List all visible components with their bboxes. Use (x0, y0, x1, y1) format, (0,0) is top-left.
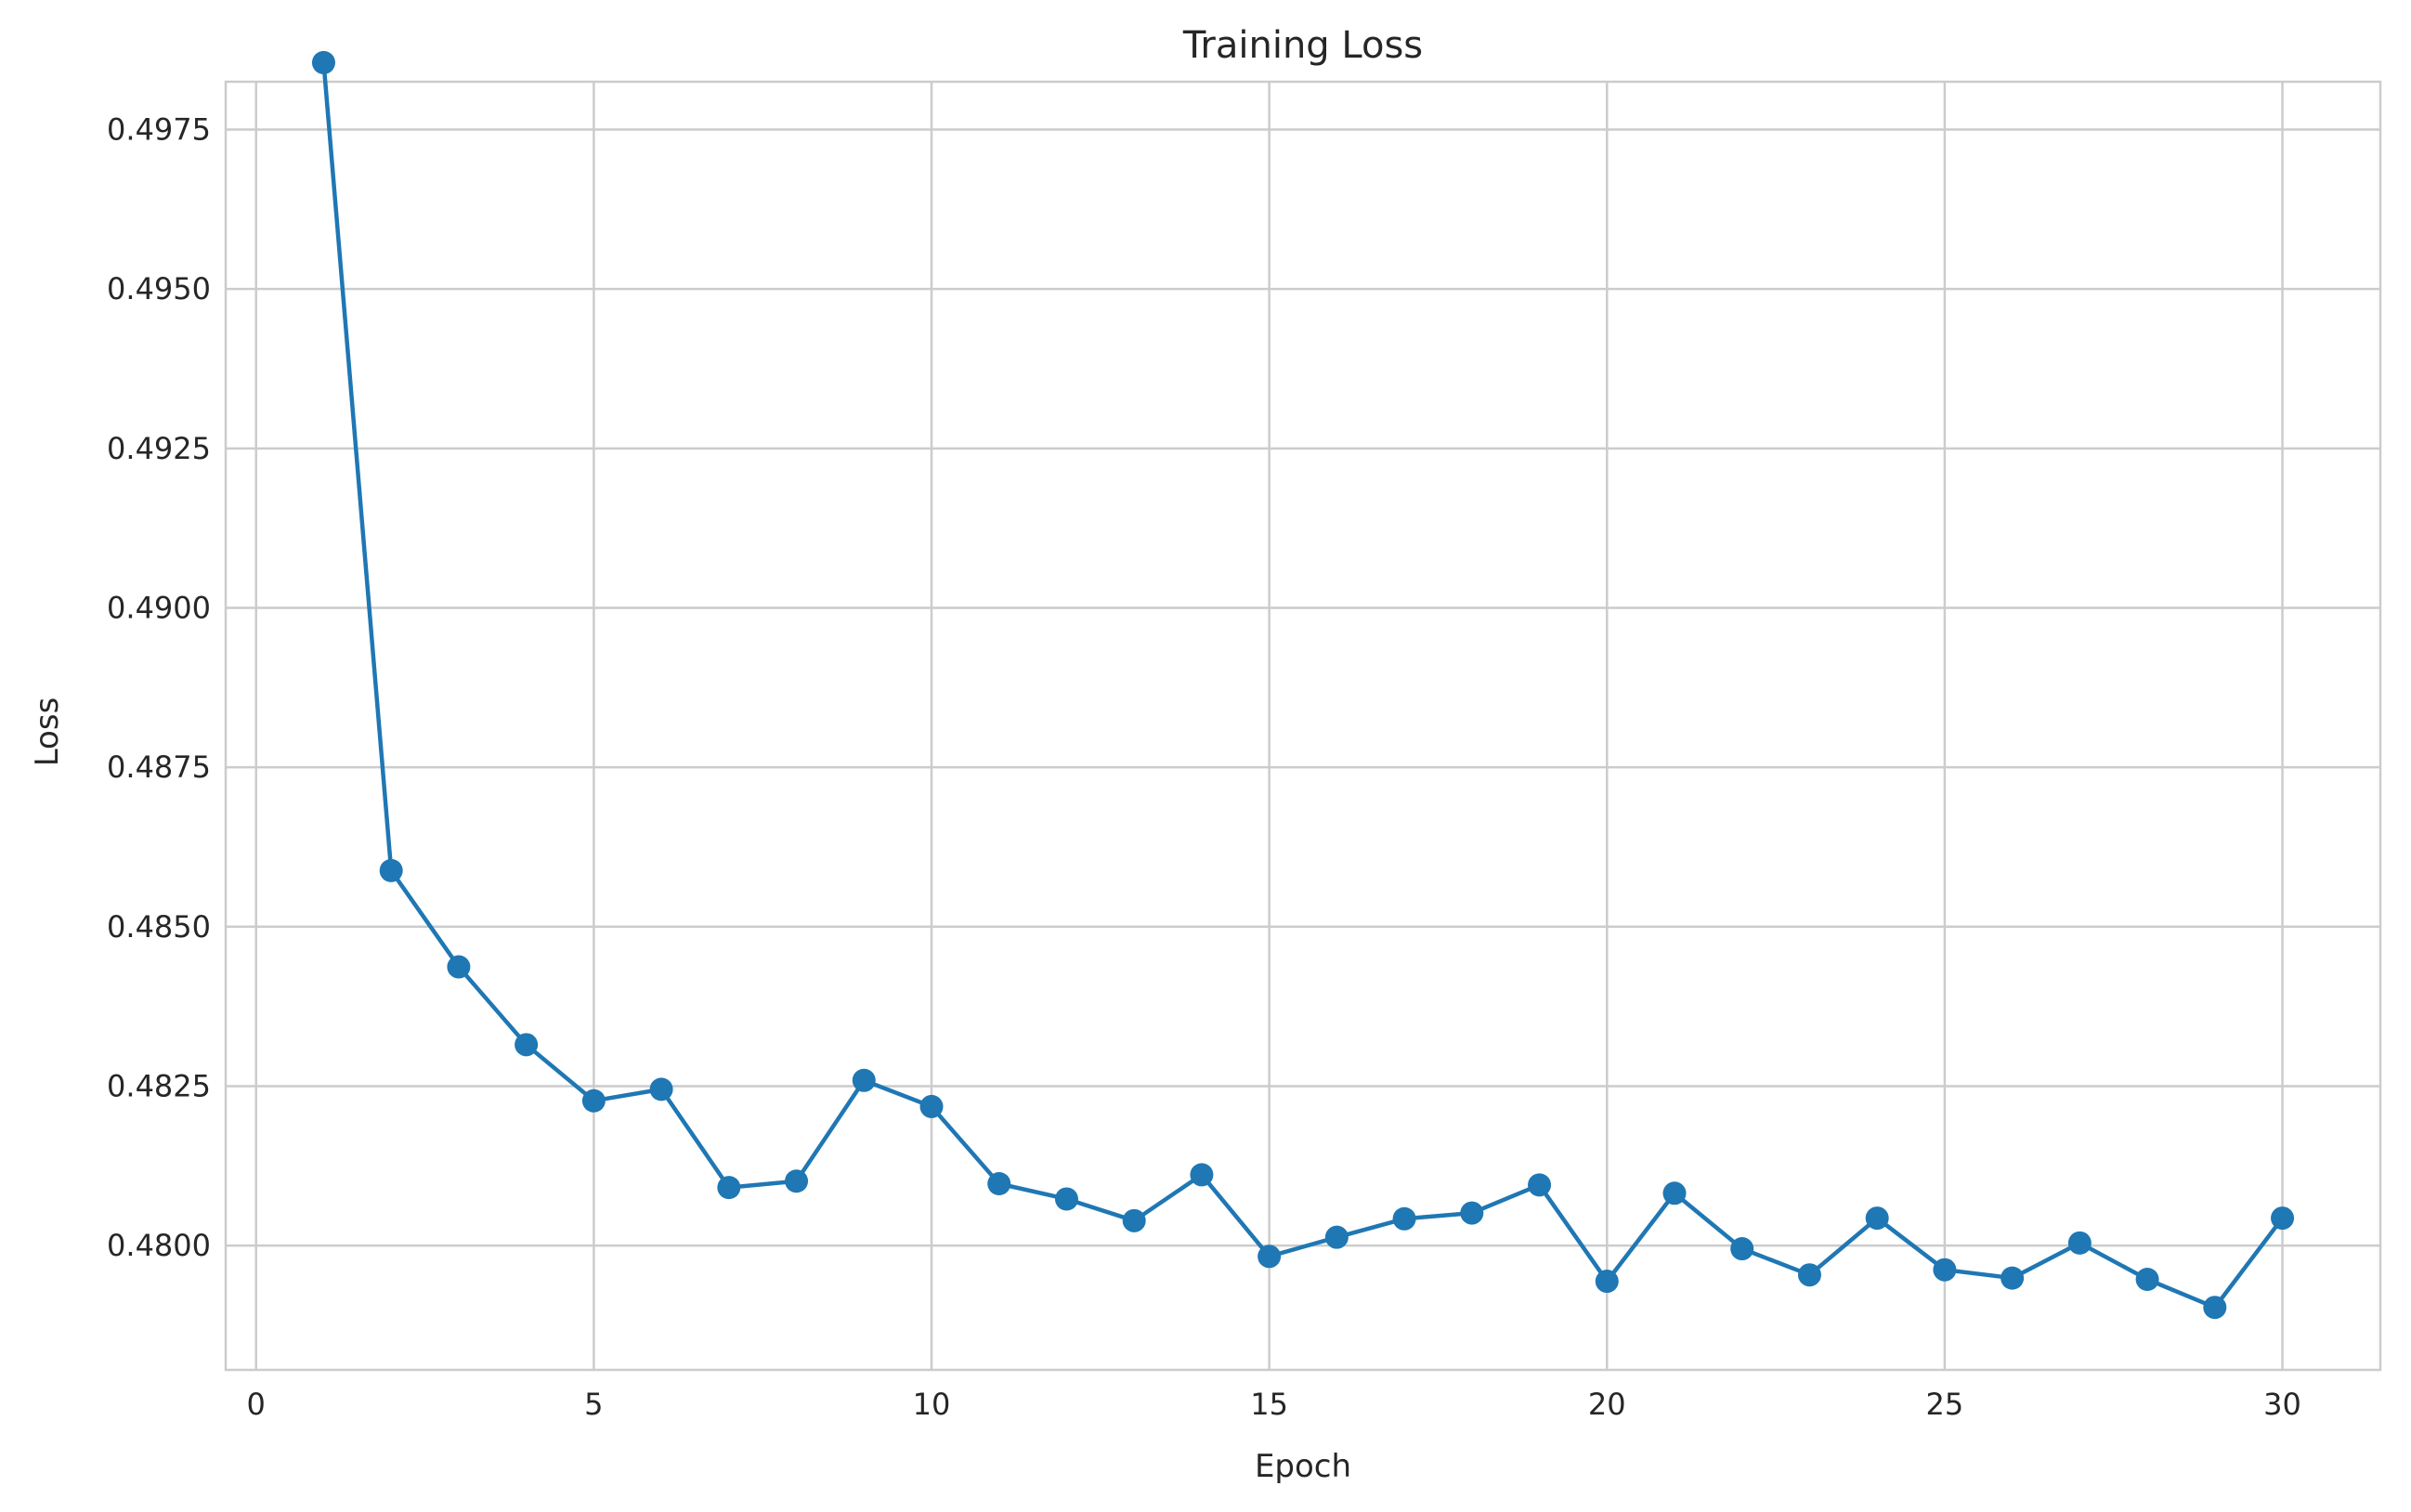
y-tick-label: 0.4950 (107, 271, 211, 306)
data-point (785, 1169, 809, 1193)
y-tick-label: 0.4800 (107, 1228, 211, 1263)
data-point (311, 50, 335, 74)
x-tick-label: 15 (1250, 1387, 1288, 1422)
data-point (1865, 1206, 1889, 1231)
data-point (515, 1033, 539, 1057)
data-point (2203, 1296, 2227, 1320)
data-point (581, 1088, 606, 1113)
data-point (1054, 1187, 1078, 1211)
data-point (1528, 1173, 1552, 1197)
data-point (1662, 1181, 1687, 1206)
data-point (852, 1068, 876, 1092)
data-point (649, 1077, 673, 1101)
x-tick-label: 0 (247, 1387, 266, 1422)
data-point (1258, 1245, 1282, 1269)
x-tick-label: 5 (584, 1387, 603, 1422)
data-point (2000, 1266, 2025, 1290)
y-tick-label: 0.4850 (107, 909, 211, 945)
data-point (447, 955, 471, 979)
data-point (1122, 1208, 1146, 1232)
data-point (1392, 1206, 1416, 1231)
data-point (2135, 1267, 2159, 1291)
data-point (2271, 1206, 2295, 1231)
x-tick-label: 20 (1588, 1387, 1626, 1422)
data-point (379, 858, 403, 882)
y-tick-labels: 0.4800 0.4825 0.4850 0.4875 0.4900 0.4925 0.49… (107, 111, 211, 1263)
data-point (2067, 1231, 2092, 1255)
data-point (1460, 1201, 1484, 1225)
x-tick-label: 30 (2263, 1387, 2301, 1422)
y-tick-label: 0.4900 (107, 590, 211, 625)
data-point (1933, 1258, 1957, 1282)
gridlines (226, 82, 2380, 1370)
data-point (1730, 1237, 1754, 1261)
data-point (1797, 1263, 1821, 1287)
x-tick-label: 10 (913, 1387, 951, 1422)
y-tick-label: 0.4925 (107, 431, 211, 466)
y-tick-label: 0.4825 (107, 1068, 211, 1103)
series-layer (311, 50, 2295, 1320)
data-point (717, 1176, 741, 1200)
y-tick-label: 0.4875 (107, 749, 211, 785)
data-point (1324, 1225, 1349, 1249)
x-axis-label: Epoch (1255, 1448, 1351, 1485)
data-point (1595, 1270, 1619, 1294)
plot-frame (224, 80, 2382, 1372)
y-tick-label: 0.4975 (107, 111, 211, 147)
data-point (1190, 1163, 1214, 1187)
x-tick-labels: 0 5 10 15 20 25 30 (247, 1387, 2301, 1422)
data-point (919, 1094, 944, 1118)
y-axis-label: Loss (29, 697, 66, 767)
chart-title: Training Loss (1182, 24, 1423, 67)
x-tick-label: 25 (1926, 1387, 1964, 1422)
data-point (987, 1172, 1011, 1196)
